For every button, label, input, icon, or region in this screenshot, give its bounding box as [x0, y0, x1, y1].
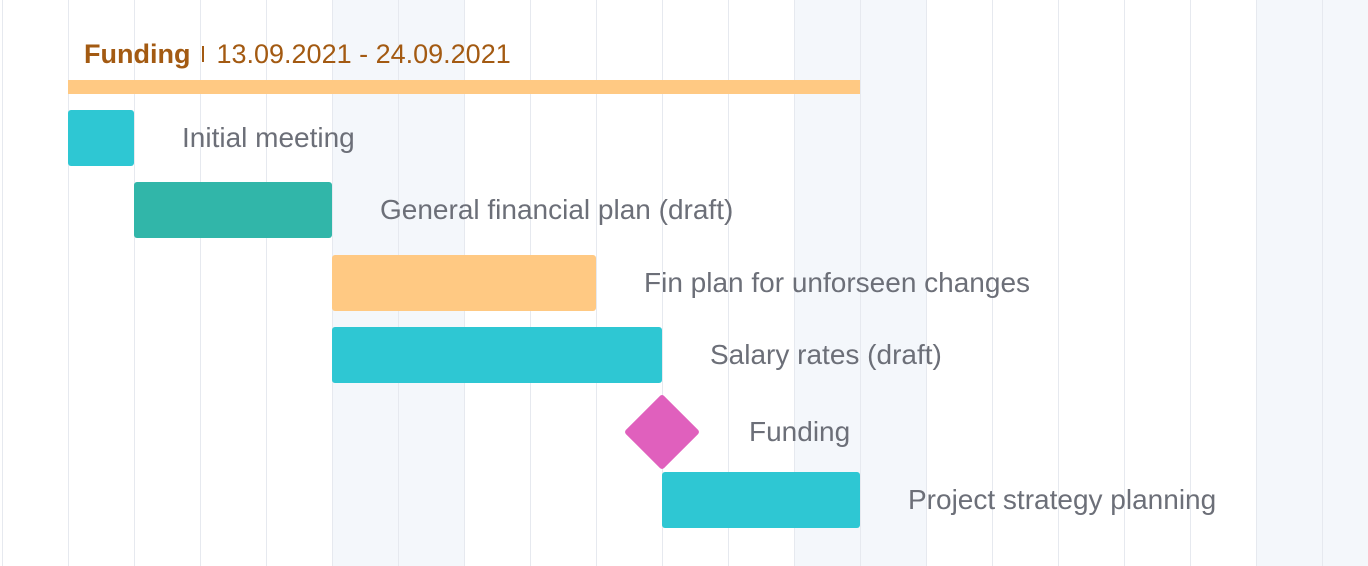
day-column [200, 0, 266, 566]
task-label: Fin plan for unforseen changes [644, 266, 1031, 298]
task-bar[interactable] [68, 110, 134, 166]
day-column [68, 0, 134, 566]
day-column [266, 0, 332, 566]
day-column [728, 0, 794, 566]
day-column [1058, 0, 1124, 566]
day-column [1256, 0, 1322, 566]
group-separator [202, 46, 205, 62]
day-column [1190, 0, 1256, 566]
task-label: General financial plan (draft) [380, 194, 734, 226]
group-name: Funding [84, 38, 191, 69]
day-column [794, 0, 860, 566]
day-column [926, 0, 992, 566]
day-column [2, 0, 68, 566]
task-bar[interactable] [134, 182, 332, 239]
day-column [1124, 0, 1190, 566]
day-column [860, 0, 926, 566]
task-label: Project strategy planning [908, 484, 1217, 515]
task-bar[interactable] [662, 472, 860, 528]
task-label: Salary rates (draft) [710, 339, 942, 371]
day-column [1322, 0, 1368, 566]
task-label: Initial meeting [182, 122, 355, 153]
day-column [992, 0, 1058, 566]
group-date-range: 13.09.2021 - 24.09.2021 [216, 38, 511, 69]
group-summary-bar[interactable] [68, 80, 860, 94]
task-label: Funding [749, 415, 851, 447]
task-bar[interactable] [332, 327, 662, 384]
day-column [662, 0, 728, 566]
day-column [134, 0, 200, 566]
day-column [596, 0, 662, 566]
group-header[interactable]: Funding 13.09.2021 - 24.09.2021 [84, 34, 511, 74]
task-bar[interactable] [332, 254, 596, 311]
